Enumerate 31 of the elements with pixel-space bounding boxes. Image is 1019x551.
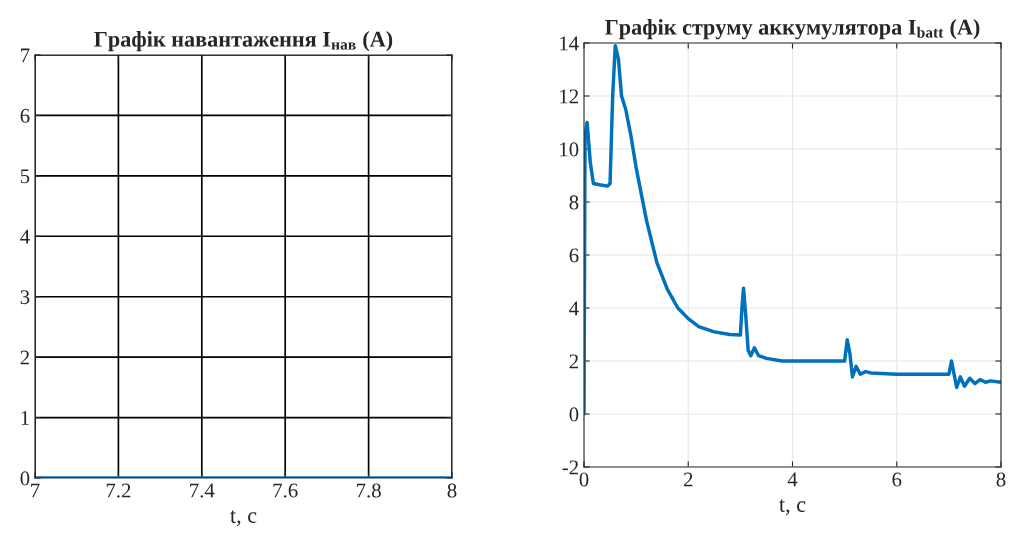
y-tick-label: 10: [560, 142, 579, 157]
x-tick-label: 0: [579, 472, 589, 487]
x-tick-label: 7.6: [273, 483, 298, 498]
y-tick-label: 4: [569, 301, 579, 316]
y-tick-label: 3: [20, 290, 30, 305]
y-tick-label: 6: [20, 108, 30, 123]
x-tick-label: 7.4: [190, 483, 215, 498]
y-tick-label: 1: [21, 411, 29, 425]
chart-title: Графік навантаження I$_{нав}$ (A): [94, 31, 393, 52]
x-axis-title: t, c: [779, 499, 806, 516]
chart-title: Графік струму аккумулятора I$_{batt}$ (A): [605, 19, 980, 40]
x-axis-title: t, c: [230, 510, 257, 527]
x-tick-label: 6: [892, 472, 902, 487]
x-tick-label: 2: [683, 472, 693, 487]
y-tick-label: 7: [21, 48, 30, 63]
x-tick-label: 4: [787, 472, 798, 487]
y-tick-label: 12: [560, 89, 578, 104]
x-tick-label: 8: [447, 483, 457, 498]
x-tick-label: 8: [996, 472, 1006, 487]
x-tick-label: 7.2: [106, 483, 131, 498]
x-tick-label: 7: [31, 483, 40, 498]
y-tick-label: 4: [20, 229, 30, 244]
y-tick-label: 6: [569, 248, 579, 263]
y-tick-label: 2: [569, 354, 578, 369]
x-tick-label: 7.8: [356, 483, 381, 498]
y-tick-label: 8: [569, 195, 579, 210]
y-tick-label: 5: [20, 169, 30, 184]
y-tick-label: 2: [20, 350, 29, 365]
y-tick-label: -2: [562, 460, 578, 475]
y-tick-label: 0: [569, 407, 579, 422]
y-tick-label: 14: [560, 36, 579, 51]
